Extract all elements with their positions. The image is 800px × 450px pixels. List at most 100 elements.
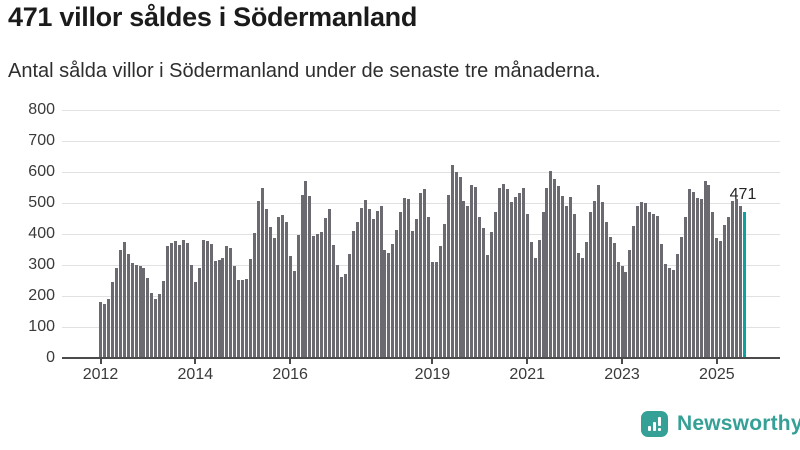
- bar: [150, 292, 154, 358]
- bar: [553, 179, 557, 358]
- bar: [537, 240, 541, 358]
- bar: [462, 200, 466, 358]
- bar: [604, 221, 608, 358]
- logo-exclamation: [658, 417, 661, 431]
- bar: [667, 268, 671, 358]
- x-axis-tick: [715, 359, 718, 364]
- bar: [411, 230, 415, 358]
- bar: [146, 278, 150, 358]
- last-value-label: 471: [729, 186, 757, 203]
- x-axis-line: [62, 357, 780, 359]
- bar: [399, 212, 403, 358]
- bar: [719, 241, 723, 358]
- x-axis-label: 2014: [177, 366, 214, 383]
- bar: [533, 258, 537, 358]
- bar: [324, 217, 328, 358]
- bar: [557, 185, 561, 358]
- x-axis-tick: [194, 359, 197, 364]
- logo-bar-small: [648, 426, 651, 431]
- bar: [347, 254, 351, 358]
- bar: [312, 235, 316, 358]
- bar: [114, 267, 118, 358]
- bar: [355, 221, 359, 358]
- bar: [422, 189, 426, 358]
- bar: [268, 227, 272, 358]
- y-axis-label: 500: [28, 194, 55, 211]
- bar: [458, 176, 462, 358]
- bar: [178, 244, 182, 358]
- bar: [482, 227, 486, 358]
- bar: [608, 237, 612, 358]
- bar: [106, 299, 110, 358]
- bar: [478, 216, 482, 358]
- bar: [419, 193, 423, 358]
- bar: [636, 206, 640, 358]
- bar: [257, 200, 261, 358]
- bar: [707, 185, 711, 358]
- bar: [505, 189, 509, 358]
- y-axis-label: 400: [28, 225, 55, 242]
- bar: [387, 252, 391, 358]
- x-axis-label: 2019: [414, 366, 451, 383]
- bar: [308, 195, 312, 358]
- bar: [158, 294, 162, 358]
- bar: [632, 226, 636, 358]
- bar: [679, 237, 683, 358]
- bar: [735, 199, 739, 358]
- bar: [217, 260, 221, 358]
- bar: [695, 198, 699, 358]
- bar: [509, 202, 513, 358]
- bar: [264, 208, 268, 358]
- bar: [545, 188, 549, 358]
- y-axis-label: 700: [28, 132, 55, 149]
- bar: [403, 198, 407, 358]
- bar: [253, 232, 257, 358]
- x-axis-label: 2012: [82, 366, 119, 383]
- bar: [118, 250, 122, 358]
- bar: [320, 231, 324, 358]
- bar: [340, 276, 343, 358]
- bar: [284, 221, 288, 358]
- bar: [663, 264, 667, 358]
- bar: [498, 188, 502, 358]
- bar: [142, 267, 146, 358]
- brand-name: Newsworthy: [677, 412, 800, 435]
- bar: [652, 213, 656, 358]
- bar: [581, 257, 585, 358]
- bar: [549, 170, 553, 358]
- y-axis-label: 300: [28, 256, 55, 273]
- bar: [671, 269, 675, 358]
- bar: [565, 206, 569, 358]
- newsworthy-logo[interactable]: Newsworthy: [641, 411, 800, 437]
- gridline: [62, 109, 780, 111]
- bar: [731, 200, 735, 358]
- bar: [521, 187, 525, 358]
- bar: [525, 213, 529, 358]
- x-axis-tick: [99, 359, 102, 364]
- bar: [166, 245, 170, 358]
- bar: [221, 257, 225, 358]
- bar: [446, 194, 450, 358]
- bar: [415, 218, 419, 358]
- bar: [644, 202, 648, 358]
- bar: [691, 191, 695, 358]
- bar: [237, 279, 241, 358]
- bar: [280, 214, 284, 358]
- newsworthy-bubble-chart-icon: [641, 411, 668, 437]
- bar: [229, 248, 233, 358]
- bar: [588, 212, 592, 358]
- bar: [122, 241, 126, 358]
- bar: [209, 243, 213, 358]
- bar: [292, 271, 296, 358]
- x-axis-tick: [621, 359, 624, 364]
- bar: [596, 185, 600, 358]
- gridline: [62, 140, 780, 142]
- bar: [470, 185, 474, 358]
- bar: [130, 263, 134, 358]
- bar: [426, 217, 430, 358]
- bar: [494, 212, 498, 358]
- bar: [134, 265, 138, 358]
- bar: [260, 187, 264, 358]
- bar: [703, 180, 707, 358]
